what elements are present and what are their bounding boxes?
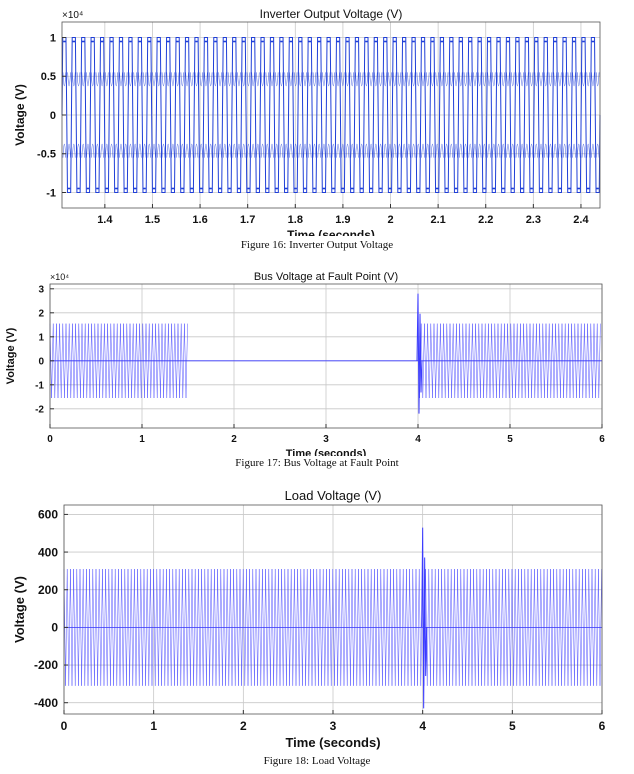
x-tick-label: 6 <box>599 719 606 733</box>
y-tick-label: 0 <box>38 356 44 367</box>
series-segment <box>63 568 602 686</box>
series-segment <box>49 323 188 399</box>
chart-title: Inverter Output Voltage (V) <box>260 7 403 21</box>
y-tick-label: 600 <box>38 508 58 522</box>
x-tick-label: 3 <box>323 434 329 445</box>
y-tick-label: 0 <box>51 621 58 635</box>
bus-voltage-chart: 0 1 2 3 4 5 6 -2 -1 0 1 2 3 Bus Voltage at Fault Poin… <box>5 271 605 456</box>
x-tick-label: 1.6 <box>192 214 207 226</box>
x-tick-label: 5 <box>509 719 516 733</box>
x-tick-label: 2.1 <box>430 214 445 226</box>
y-tick-label: 0 <box>50 110 56 122</box>
y-tick-label: 2 <box>38 308 44 319</box>
x-tick-label: 2.2 <box>478 214 493 226</box>
y-tick-label: -200 <box>34 658 58 672</box>
figure-inverter-output: 1.4 1.5 1.6 1.7 1.8 1.9 2 2.1 2.2 2.3 2.4 -1 -0.5 0 0.… <box>0 0 634 258</box>
series-transient <box>421 527 428 709</box>
y-tick-label: 0.5 <box>41 71 56 83</box>
x-tick-label: 0 <box>47 434 53 445</box>
x-tick-label: 1.4 <box>97 214 113 226</box>
x-tick-label: 4 <box>419 719 426 733</box>
series-ripple <box>62 72 600 158</box>
x-axis-label: Time (seconds) <box>287 228 375 236</box>
x-axis-label: Time (seconds) <box>285 735 380 750</box>
load-voltage-chart: 0 1 2 3 4 5 6 -400 -200 0 200 400 600 Load Voltage (V… <box>12 488 606 750</box>
y-tick-label: -1 <box>35 380 44 391</box>
figure-bus-voltage: 0 1 2 3 4 5 6 -2 -1 0 1 2 3 Bus Voltage at Fault Poin… <box>0 264 634 474</box>
x-tick-label: 1.7 <box>240 214 255 226</box>
x-tick-label: 1.9 <box>335 214 350 226</box>
y-tick-label: 3 <box>38 284 44 295</box>
x-tick-label: 1.5 <box>145 214 160 226</box>
chart-title: Bus Voltage at Fault Point (V) <box>254 271 398 283</box>
y-axis-multiplier: ×10⁴ <box>62 10 83 21</box>
x-tick-label: 3 <box>330 719 337 733</box>
y-axis-label: Voltage (V) <box>5 327 17 384</box>
series-segment <box>417 323 601 399</box>
x-tick-label: 1 <box>139 434 145 445</box>
series-line <box>61 37 601 193</box>
x-tick-label: 4 <box>415 434 421 445</box>
x-tick-label: 2 <box>387 214 393 226</box>
figure-caption: Figure 17: Bus Voltage at Fault Point <box>235 457 399 469</box>
y-tick-label: -2 <box>35 404 44 415</box>
y-axis-label: Voltage (V) <box>12 576 27 643</box>
x-tick-label: 6 <box>599 434 605 445</box>
figure-load-voltage: 0 1 2 3 4 5 6 -400 -200 0 200 400 600 Load Voltage (V… <box>0 484 634 774</box>
x-tick-label: 1.8 <box>288 214 303 226</box>
figure-caption: Figure 18: Load Voltage <box>263 755 371 767</box>
series-transient <box>416 293 423 414</box>
figure-caption: Figure 16: Inverter Output Voltage <box>240 239 394 251</box>
y-tick-label: 200 <box>38 583 58 597</box>
y-tick-label: -400 <box>34 696 58 710</box>
inverter-output-chart: 1.4 1.5 1.6 1.7 1.8 1.9 2 2.1 2.2 2.3 2.4 -1 -0.5 0 0.… <box>13 7 601 236</box>
x-axis-label: Time (seconds) <box>286 448 367 456</box>
y-axis-multiplier: ×10⁴ <box>50 272 69 282</box>
y-tick-label: 1 <box>50 32 56 44</box>
x-tick-label: 2 <box>240 719 247 733</box>
chart-title: Load Voltage (V) <box>285 488 382 503</box>
x-tick-label: 5 <box>507 434 513 445</box>
y-tick-label: 1 <box>38 332 44 343</box>
y-tick-label: 400 <box>38 545 58 559</box>
x-tick-label: 2.3 <box>526 214 541 226</box>
y-tick-label: -1 <box>46 187 56 199</box>
x-tick-label: 2 <box>231 434 237 445</box>
x-tick-label: 1 <box>150 719 157 733</box>
y-axis-label: Voltage (V) <box>13 84 27 146</box>
x-tick-label: 2.4 <box>573 214 589 226</box>
y-tick-label: -0.5 <box>37 149 56 161</box>
x-tick-label: 0 <box>61 719 68 733</box>
